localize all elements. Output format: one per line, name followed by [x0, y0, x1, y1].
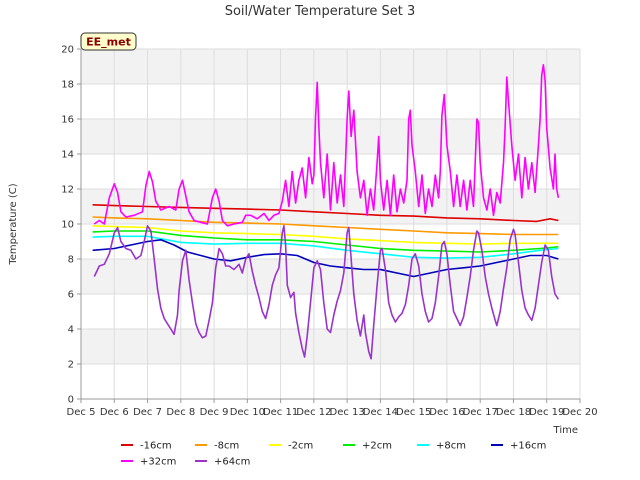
legend-item-2: -2cm	[269, 441, 313, 452]
legend-label: -16cm	[140, 441, 172, 452]
y-axis-label: Temperature (C)	[8, 183, 19, 265]
plot-band	[81, 329, 580, 364]
legend-label: -2cm	[288, 441, 313, 452]
gridlines	[80, 48, 581, 400]
y-tick-label: 6	[68, 290, 74, 301]
y-tick-label: 18	[61, 80, 74, 91]
legend-item-7: +64cm	[195, 457, 250, 468]
y-tick-label: 4	[68, 325, 74, 336]
legend-item-1: -8cm	[195, 441, 239, 452]
legend-item-5: +16cm	[491, 441, 546, 452]
series-lines	[92, 64, 560, 360]
x-tick-label: Dec 7	[133, 407, 162, 418]
legend-label: +64cm	[214, 457, 250, 468]
legend-label: +16cm	[510, 441, 546, 452]
station-badge: EE_met	[80, 32, 137, 51]
legend: -16cm -8cm -2cm +2cm +8cm +16cm +32cm +64cm	[121, 441, 546, 468]
plot-band	[81, 259, 580, 294]
series-line-2	[92, 225, 559, 245]
x-tick-label: Dec 12	[296, 407, 331, 418]
x-axis-label: Time	[553, 425, 578, 436]
x-tick-label: Dec 15	[396, 407, 431, 418]
series-line-4	[92, 235, 559, 259]
plot-band	[81, 119, 580, 154]
x-tick-label: Dec 14	[363, 407, 398, 418]
x-tick-label: Dec 5	[67, 407, 96, 418]
x-tick-label: Dec 6	[100, 407, 129, 418]
x-tick-label: Dec 16	[429, 407, 464, 418]
x-tick-label: Dec 9	[200, 407, 229, 418]
legend-item-0: -16cm	[121, 441, 172, 452]
y-tick-label: 0	[68, 395, 74, 406]
legend-item-6: +32cm	[121, 457, 176, 468]
x-tick-label: Dec 11	[263, 407, 298, 418]
legend-label: -8cm	[214, 441, 239, 452]
x-tick-label: Dec 18	[496, 407, 531, 418]
station-badge-box	[80, 32, 137, 51]
series-line-5	[92, 239, 559, 278]
legend-label: +2cm	[362, 441, 392, 452]
y-tick-label: 12	[61, 185, 74, 196]
y-tick-label: 2	[68, 360, 74, 371]
series-line-7	[93, 225, 560, 360]
y-tick-label: 16	[61, 115, 74, 126]
legend-label: +32cm	[140, 457, 176, 468]
x-tick-label: Dec 20	[562, 407, 597, 418]
x-tick-label: Dec 19	[529, 407, 564, 418]
y-tick-label: 14	[61, 150, 74, 161]
x-tick-label: Dec 8	[166, 407, 195, 418]
legend-label: +8cm	[436, 441, 466, 452]
legend-item-3: +2cm	[343, 441, 392, 452]
series-line-1	[92, 216, 559, 236]
plot-band	[81, 49, 580, 84]
series-line-3	[92, 230, 559, 253]
x-tick-label: Dec 10	[230, 407, 265, 418]
legend-item-4: +8cm	[417, 441, 466, 452]
y-tick-label: 8	[68, 255, 74, 266]
x-tick-label: Dec 13	[330, 407, 365, 418]
y-tick-label: 10	[61, 220, 74, 231]
y-tick-label: 20	[61, 45, 74, 56]
station-badge-label: EE_met	[86, 36, 131, 49]
chart-title: Soil/Water Temperature Set 3	[225, 4, 416, 19]
x-tick-label: Dec 17	[463, 407, 498, 418]
y-axis-ticks: 0 2 4 6 8 10 12 14 16 18 20	[61, 45, 81, 406]
series-line-6	[93, 64, 560, 227]
